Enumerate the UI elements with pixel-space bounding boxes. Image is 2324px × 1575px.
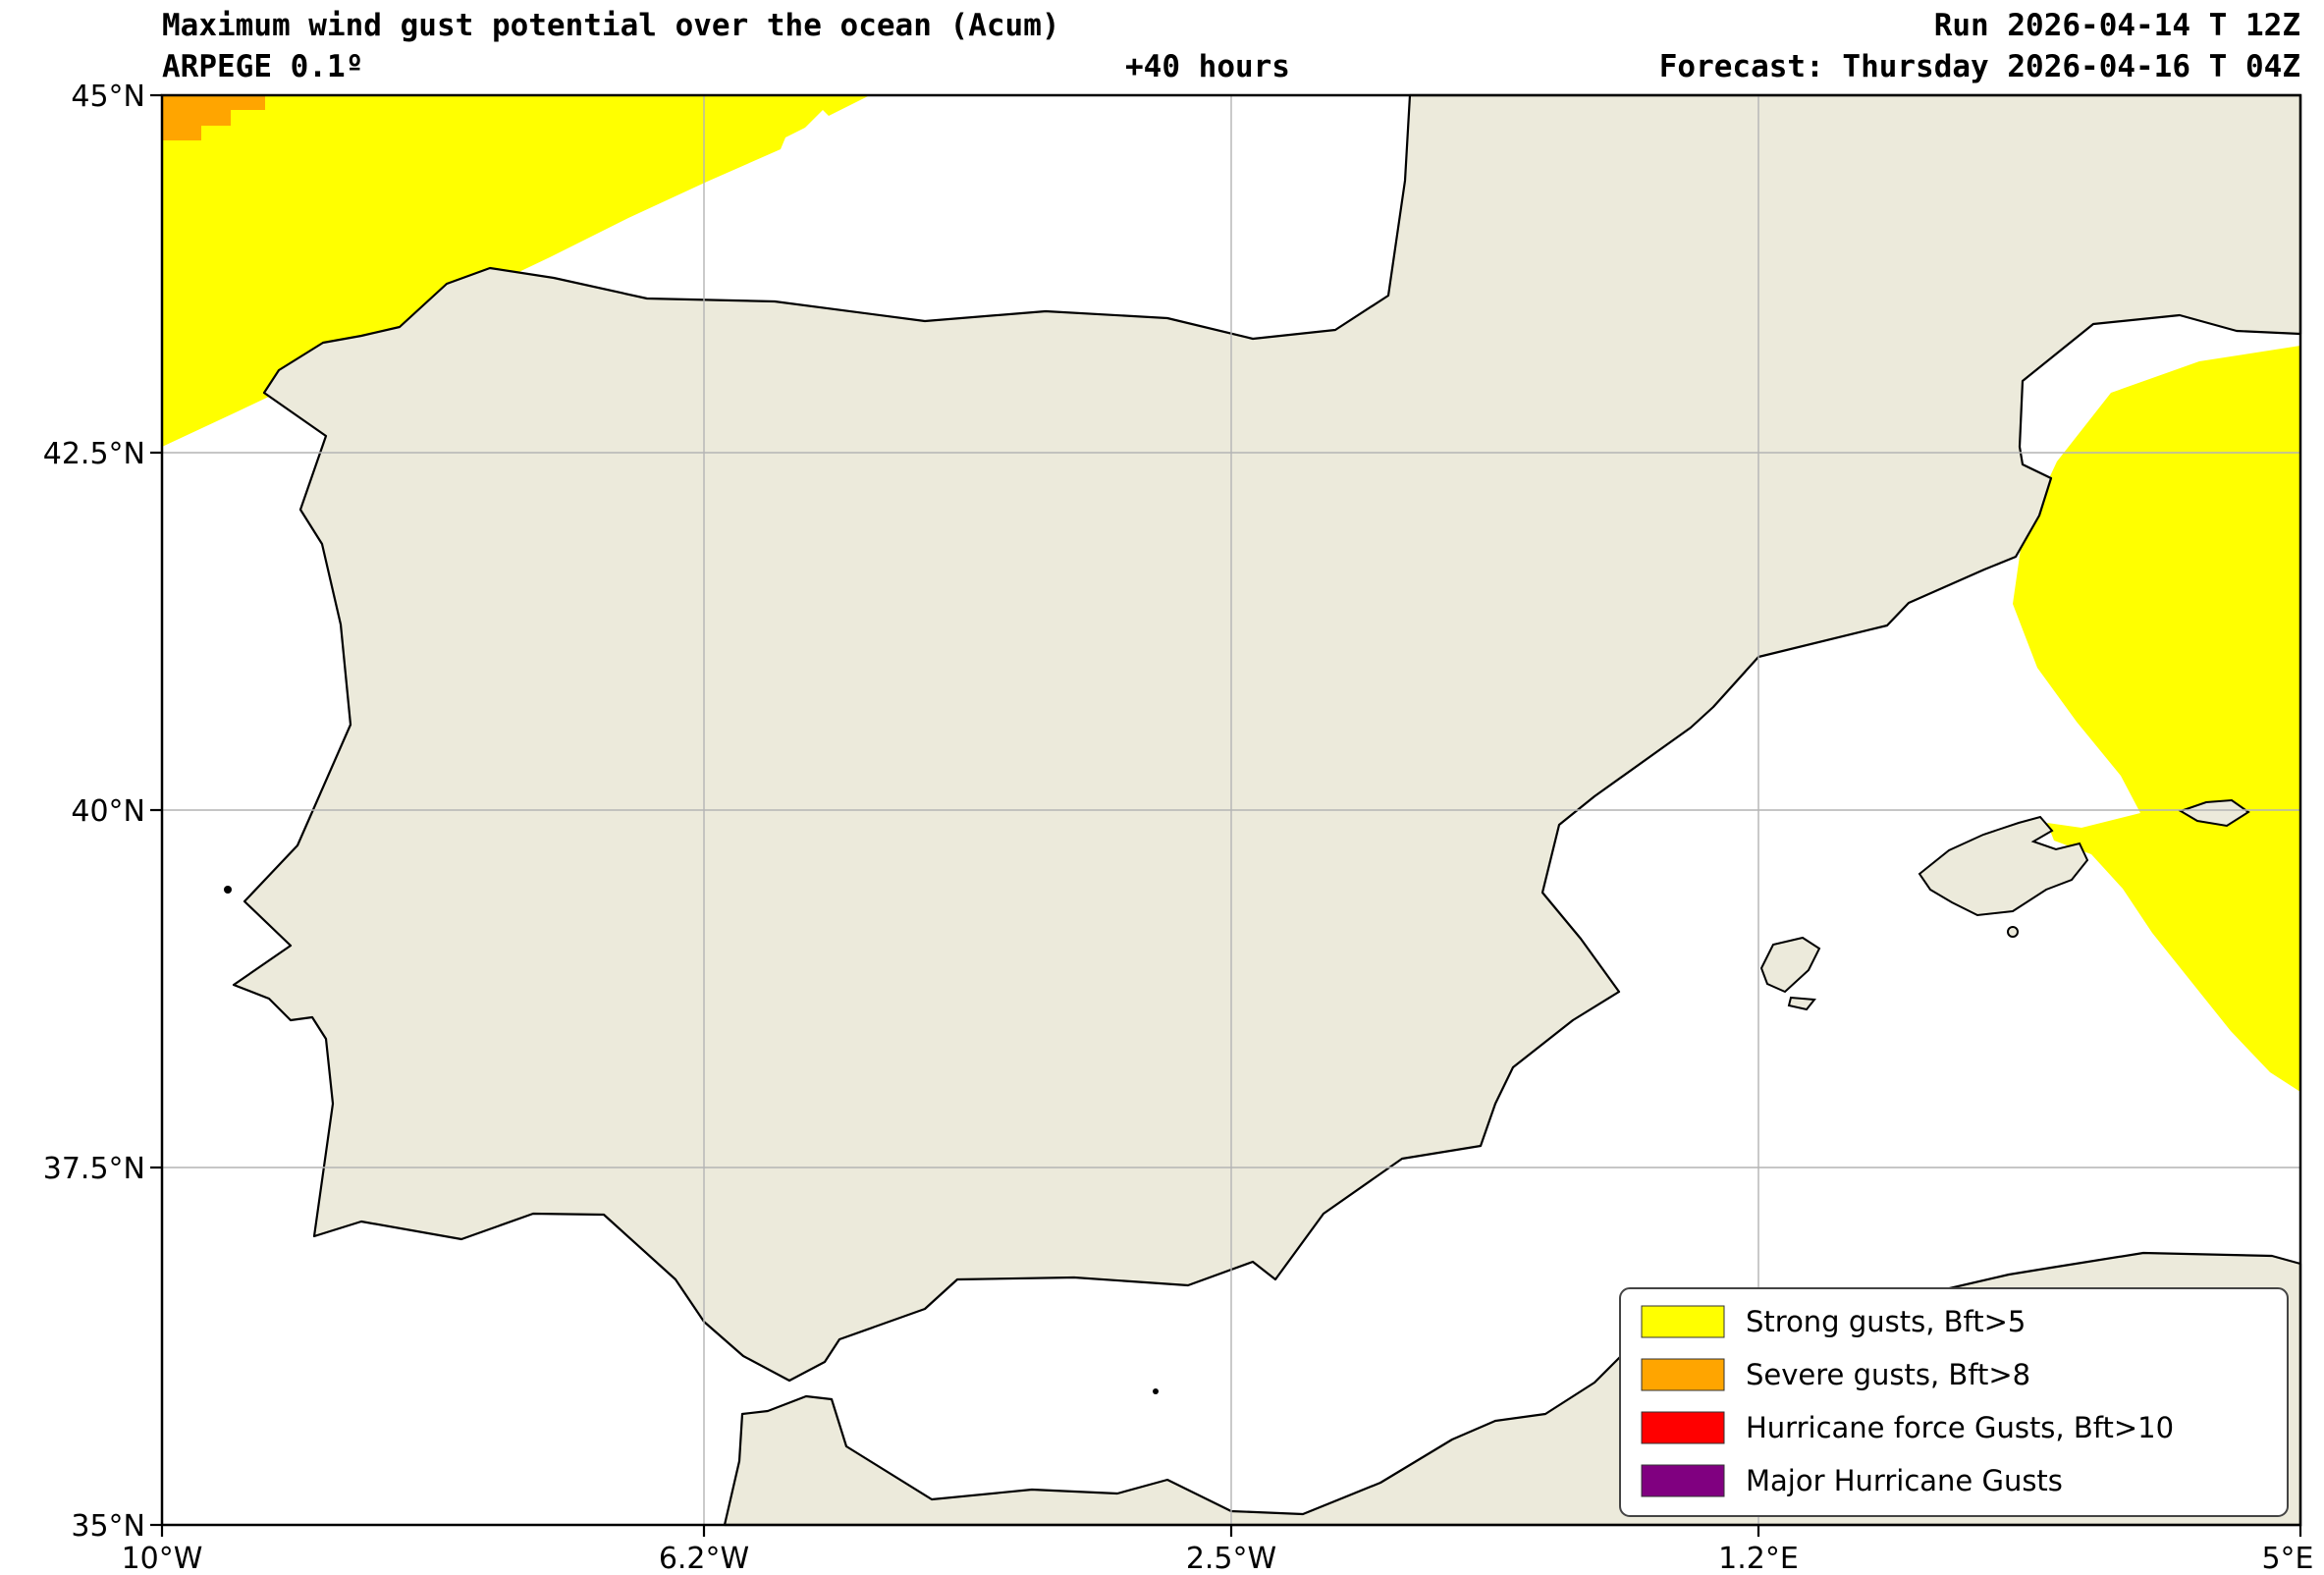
island-berlengas <box>224 886 232 894</box>
x-tick-6-2w: 6.2°W <box>659 1542 749 1575</box>
legend-item-severe-gusts: Severe gusts, Bft>8 <box>1641 1358 2030 1391</box>
sea-notch-atlantic <box>804 110 841 147</box>
y-axis-labels: 45°N 42.5°N 40°N 37.5°N 35°N <box>43 80 145 1544</box>
graticule <box>162 95 2300 1525</box>
legend-item-hurricane-gusts: Hurricane force Gusts, Bft>10 <box>1641 1411 2174 1444</box>
legend-swatch-major-hurricane-gusts <box>1641 1464 1725 1497</box>
map-plot: 10°W 6.2°W 2.5°W 1.2°E 5°E 45°N 42.5°N 4… <box>43 80 2314 1575</box>
legend-label-severe-gusts: Severe gusts, Bft>8 <box>1746 1358 2030 1391</box>
legend-item-strong-gusts: Strong gusts, Bft>5 <box>1641 1305 2026 1338</box>
header: Maximum wind gust potential over the oce… <box>162 8 2300 84</box>
region-severe-gusts-corner <box>162 95 265 140</box>
lead-time-label: +40 hours <box>1125 49 1290 84</box>
region-strong-gusts-mediterranean <box>2013 346 2300 1092</box>
x-tick-1-2e: 1.2°E <box>1718 1542 1799 1575</box>
model-label: ARPEGE 0.1º <box>162 49 363 84</box>
y-tick-37-5n: 37.5°N <box>43 1152 145 1186</box>
legend-swatch-strong-gusts <box>1641 1305 1725 1338</box>
island-cabrera <box>2007 926 2019 938</box>
run-label: Run 2026-04-14 T 12Z <box>1934 8 2300 43</box>
island-menorca <box>2178 798 2250 828</box>
forecast-label: Forecast: Thursday 2026-04-16 T 04Z <box>1659 49 2300 84</box>
coastline-iberia-france <box>232 93 2302 1383</box>
legend-label-strong-gusts: Strong gusts, Bft>5 <box>1746 1305 2026 1338</box>
legend-swatch-hurricane-gusts <box>1641 1411 1725 1444</box>
legend-label-hurricane-gusts: Hurricane force Gusts, Bft>10 <box>1746 1411 2174 1444</box>
y-tick-42-5n: 42.5°N <box>43 437 145 471</box>
tick-marks <box>150 93 2302 1537</box>
x-tick-5e: 5°E <box>2261 1542 2313 1575</box>
legend-box <box>1619 1287 2289 1517</box>
island-alboran <box>1153 1388 1159 1394</box>
y-tick-35n: 35°N <box>71 1509 145 1544</box>
x-tick-10w: 10°W <box>122 1542 203 1575</box>
x-tick-2-5w: 2.5°W <box>1186 1542 1276 1575</box>
legend-swatch-severe-gusts <box>1641 1358 1725 1391</box>
island-mallorca <box>1918 815 2089 917</box>
island-ibiza <box>1759 936 1821 994</box>
x-axis-labels: 10°W 6.2°W 2.5°W 1.2°E 5°E <box>122 1542 2314 1575</box>
y-tick-45n: 45°N <box>71 80 145 114</box>
legend-item-major-hurricane-gusts: Major Hurricane Gusts <box>1641 1464 2063 1497</box>
island-formentera <box>1787 996 1816 1011</box>
legend-label-major-hurricane-gusts: Major Hurricane Gusts <box>1746 1464 2063 1497</box>
legend: Strong gusts, Bft>5 Severe gusts, Bft>8 … <box>1619 1287 2289 1517</box>
y-tick-40n: 40°N <box>71 794 145 829</box>
map-title: Maximum wind gust potential over the oce… <box>162 8 1060 43</box>
